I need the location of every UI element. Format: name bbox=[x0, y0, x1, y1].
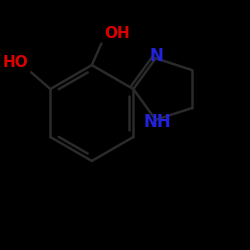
Text: HO: HO bbox=[3, 55, 29, 70]
Text: NH: NH bbox=[143, 113, 171, 131]
Text: N: N bbox=[150, 47, 164, 65]
Text: OH: OH bbox=[104, 26, 130, 41]
